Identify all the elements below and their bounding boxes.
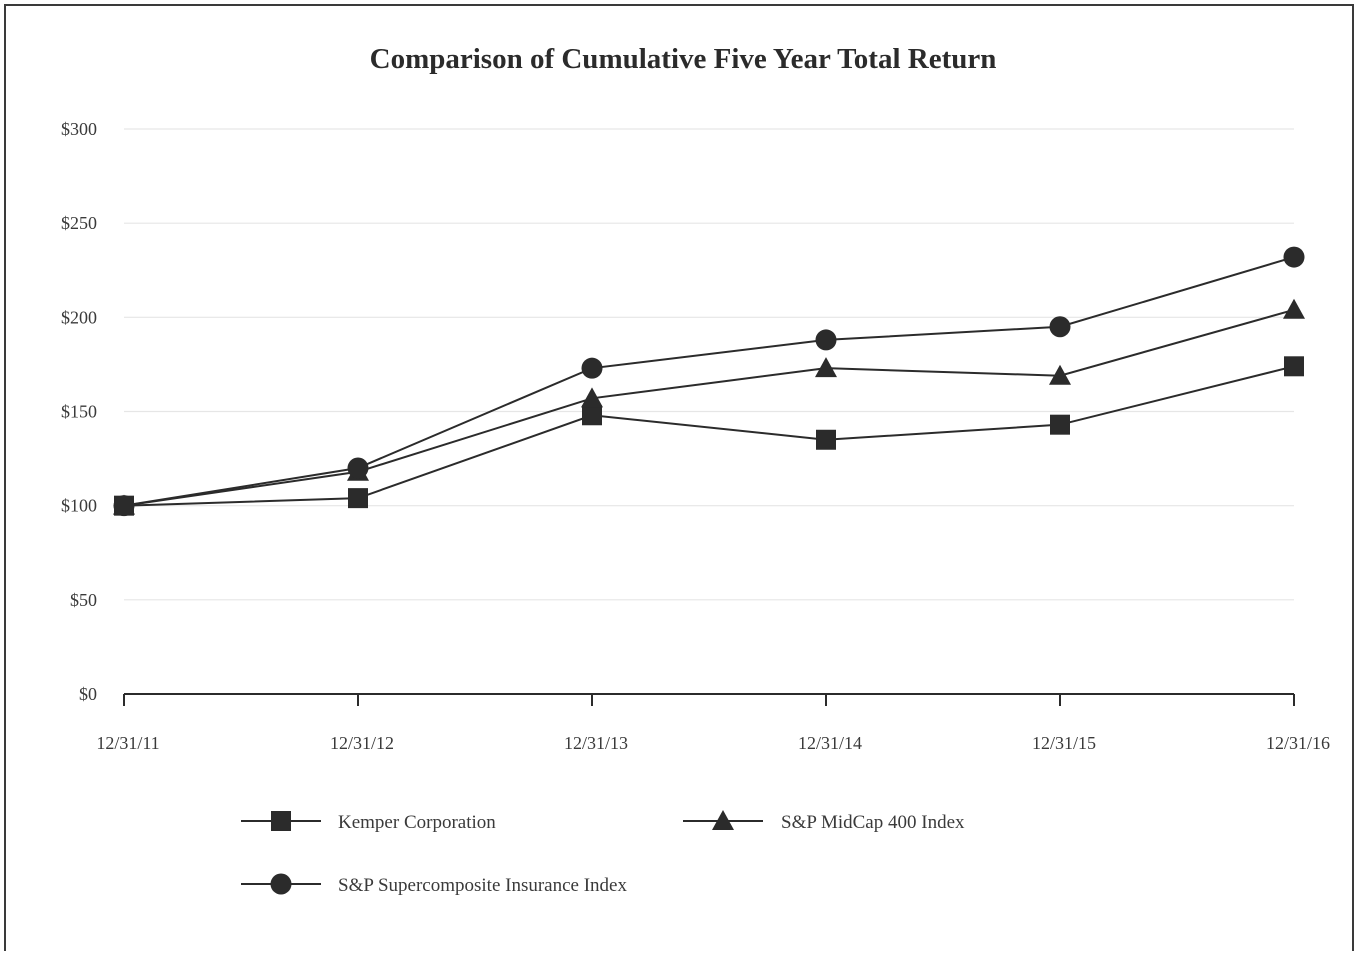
legend-marker-circle (270, 873, 292, 895)
data-point-circle (1283, 246, 1305, 268)
x-tick-label: 12/31/12 (330, 733, 394, 753)
legend-marker-triangle (712, 810, 734, 830)
legend-item: Kemper Corporation (241, 811, 496, 833)
grid (124, 128, 1294, 601)
data-point-triangle (1283, 298, 1305, 319)
data-point-square (1050, 414, 1070, 435)
series-line (123, 308, 1295, 507)
legend-label: S&P Supercomposite Insurance Index (338, 875, 627, 896)
series-line (123, 365, 1295, 507)
data-point-circle (815, 329, 837, 351)
data-point-square (1284, 356, 1304, 377)
y-tick-label: $300 (61, 119, 97, 139)
legend-marker-square (271, 811, 291, 831)
legend-item: S&P MidCap 400 Index (683, 810, 965, 833)
series-circle (113, 246, 1305, 517)
y-tick-label: $250 (61, 213, 97, 233)
axes: $0 $50 $100 $150 $200 $250 $300 12/31/11 12/31/1… (61, 119, 1330, 753)
series-triangle (113, 298, 1305, 515)
series-square (114, 356, 1304, 516)
x-tick-label: 12/31/14 (798, 733, 862, 753)
x-tick-label: 12/31/13 (564, 733, 628, 753)
x-tick-label: 12/31/11 (96, 733, 159, 753)
data-point-circle (347, 457, 369, 479)
y-tick-label: $0 (79, 684, 97, 704)
data-point-circle (1049, 316, 1071, 338)
legend: Kemper Corporation S&P MidCap 400 Index S&… (241, 810, 965, 896)
y-tick-label: $150 (61, 402, 97, 422)
data-point-square (348, 488, 368, 509)
legend-label: S&P MidCap 400 Index (781, 812, 965, 833)
chart-frame (4, 4, 1354, 951)
data-point-square (816, 429, 836, 450)
data-point-triangle (581, 387, 603, 408)
data-point-triangle (1049, 364, 1071, 385)
data-point-circle (113, 495, 135, 517)
series-group (113, 246, 1305, 517)
data-point-circle (581, 357, 603, 379)
y-tick-label: $200 (61, 307, 97, 327)
x-tick-label: 12/31/15 (1032, 733, 1096, 753)
chart-title: Comparison of Cumulative Five Year Total… (370, 43, 997, 75)
series-line (123, 256, 1295, 507)
legend-label: Kemper Corporation (338, 812, 496, 833)
y-tick-label: $50 (70, 590, 97, 610)
y-tick-label: $100 (61, 496, 97, 516)
legend-item: S&P Supercomposite Insurance Index (241, 873, 627, 896)
data-point-triangle (815, 357, 837, 378)
x-tick-label: 12/31/16 (1266, 733, 1330, 753)
data-point-square (582, 405, 602, 426)
